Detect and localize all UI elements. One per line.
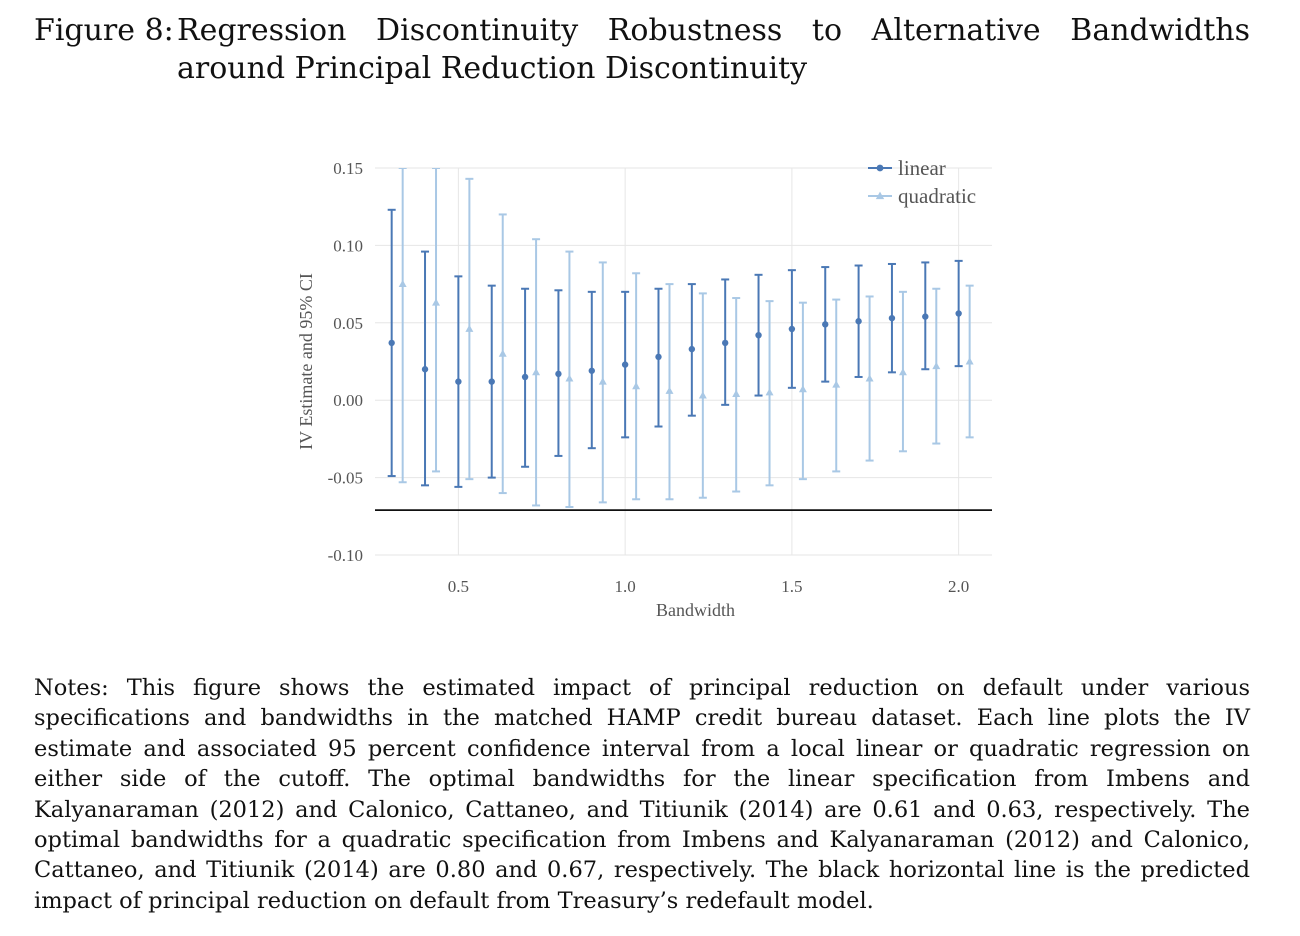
legend-item-linear: linear (868, 156, 946, 180)
figure-label: Figure 8: (34, 13, 174, 48)
y-tick-label: -0.05 (328, 469, 363, 488)
x-tick-label: 1.0 (615, 577, 636, 596)
linear-point (721, 339, 729, 347)
quadratic-point (565, 374, 574, 382)
x-tick-label: 1.5 (781, 577, 802, 596)
quadratic-point (765, 388, 774, 396)
linear-point (655, 353, 662, 361)
x-axis-title: Bandwidth (656, 600, 735, 620)
linear-point (621, 361, 629, 368)
x-tick-label: 2.0 (948, 577, 969, 596)
quadratic-point (698, 391, 707, 399)
legend-swatch-marker (875, 191, 885, 200)
x-tick-label: 0.5 (448, 577, 469, 596)
linear-point (488, 378, 495, 385)
quadratic-point (432, 298, 441, 306)
quadratic-point (398, 279, 407, 288)
linear-point (455, 378, 462, 385)
linear-point (855, 318, 862, 325)
quadratic-point (865, 374, 874, 382)
series-linear (387, 208, 963, 488)
linear-point (588, 367, 595, 374)
linear-point (521, 373, 529, 381)
linear-point (955, 310, 962, 317)
quadratic-point (598, 377, 607, 385)
legend-item-quadratic: quadratic (868, 184, 976, 208)
quadratic-point (465, 324, 474, 332)
quadratic-point (498, 349, 507, 357)
series-quadratic (398, 168, 974, 509)
legend-label: linear (898, 156, 946, 180)
linear-point (822, 321, 829, 328)
linear-point (922, 313, 929, 320)
linear-point (688, 345, 696, 353)
linear-point (788, 325, 796, 333)
y-tick-label: 0.10 (333, 236, 363, 255)
y-tick-label: 0.05 (333, 314, 363, 333)
legend-swatch-marker (876, 164, 884, 172)
quadratic-point (965, 357, 974, 365)
linear-point (755, 331, 762, 339)
figure-caption: Figure 8: Regression Discontinuity Robus… (34, 12, 1250, 88)
quadratic-point (632, 382, 641, 390)
quadratic-point (898, 368, 907, 376)
y-axis-title: IV Estimate and 95% CI (296, 273, 316, 450)
quadratic-point (832, 380, 841, 388)
figure-title: Regression Discontinuity Robustness to A… (177, 13, 1250, 86)
y-tick-label: 0.00 (333, 391, 363, 410)
y-tick-label: 0.15 (333, 159, 363, 178)
figure-notes: Notes: This figure shows the estimated i… (34, 675, 1250, 914)
linear-point (421, 366, 429, 373)
chart: 0.15 0.10 0.05 0.00 -0.05 -0.10 0.5 1.0 1.5 2.0 Ba… (296, 156, 992, 620)
quadratic-point (798, 385, 807, 393)
y-tick-label: -0.10 (328, 546, 363, 565)
legend-label: quadratic (898, 184, 976, 208)
quadratic-point (532, 368, 541, 376)
linear-point (388, 339, 395, 347)
linear-point (888, 314, 896, 322)
linear-point (555, 370, 562, 378)
quadratic-point (665, 386, 674, 394)
quadratic-point (732, 389, 741, 397)
quadratic-point (932, 361, 941, 370)
